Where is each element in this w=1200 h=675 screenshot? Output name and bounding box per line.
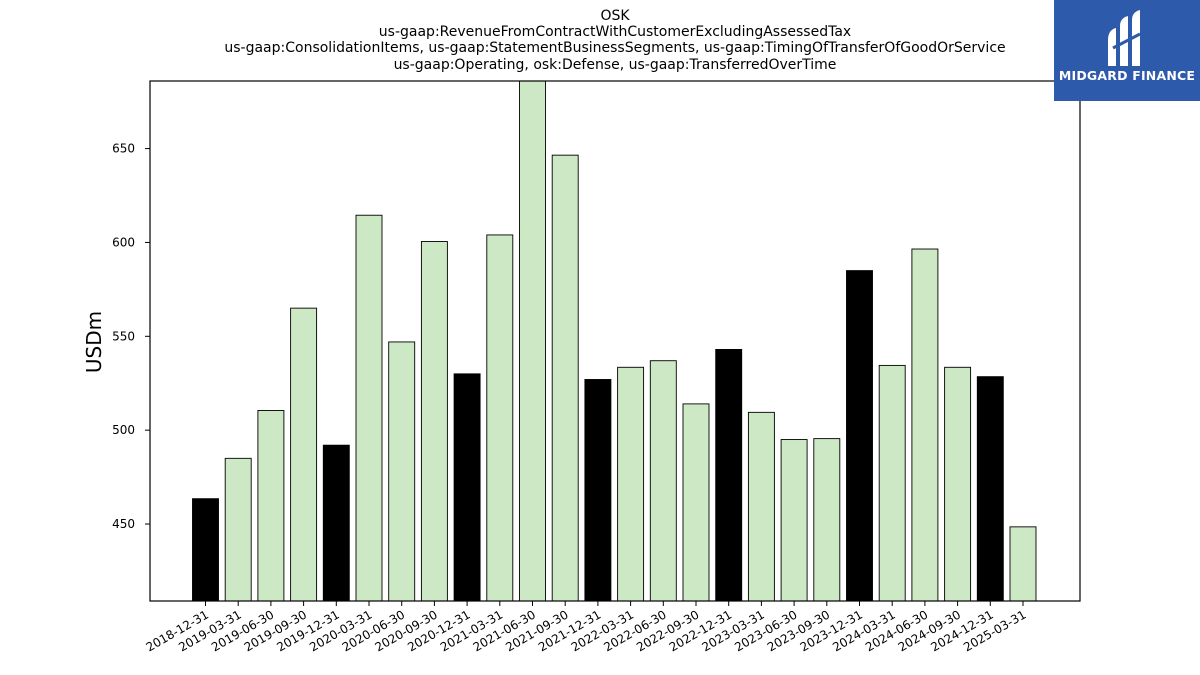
bar-2020-09-30 — [420, 241, 448, 601]
bar-2018-12-31 — [192, 498, 219, 601]
bar-2022-06-30 — [649, 360, 677, 601]
bar-2021-12-31 — [584, 379, 612, 601]
y-axis-label: USDm — [82, 311, 106, 373]
bar-2023-12-31 — [846, 270, 873, 601]
bar-2019-03-31 — [224, 457, 252, 601]
bar-2022-09-30 — [682, 403, 710, 601]
y-tick-label: 450 — [112, 517, 135, 531]
x-axis-ticks: 2018-12-312019-03-312019-06-302019-09-30… — [144, 601, 1029, 654]
bar-2020-12-31 — [453, 373, 481, 601]
bar-2019-09-30 — [290, 307, 318, 601]
chart-title-line-2: us-gaap:RevenueFromContractWithCustomerE… — [379, 24, 851, 40]
bar-2024-09-30 — [944, 366, 972, 601]
bar-2019-06-30 — [257, 410, 285, 601]
bar-2020-06-30 — [388, 341, 416, 601]
brand-logo: MIDGARD FINANCE — [1054, 0, 1200, 101]
bar-2024-03-31 — [878, 364, 906, 601]
bar-2024-06-30 — [911, 248, 939, 601]
bar-2020-03-31 — [355, 214, 383, 601]
bar-2023-09-30 — [813, 438, 841, 601]
bar-2021-09-30 — [551, 154, 579, 601]
chart-title-line-3: us-gaap:ConsolidationItems, us-gaap:Stat… — [224, 40, 1005, 56]
chart-title-line-4: us-gaap:Operating, osk:Defense, us-gaap:… — [394, 57, 837, 73]
bars — [192, 81, 1037, 601]
bar-2023-06-30 — [780, 439, 808, 601]
bar-2022-12-31 — [715, 348, 743, 601]
chart-title: OSK us-gaap:RevenueFromContractWithCusto… — [224, 8, 1005, 73]
logo-text: MIDGARD FINANCE — [1058, 68, 1196, 83]
y-tick-label: 550 — [112, 329, 135, 343]
plot-frame — [149, 80, 1081, 602]
chart-title-line-1: OSK — [600, 8, 630, 24]
bar-2023-03-31 — [747, 411, 775, 601]
bar-2022-03-31 — [617, 366, 645, 601]
y-tick-label: 650 — [112, 142, 135, 156]
bar-2025-03-31 — [1009, 526, 1037, 601]
bar-2019-12-31 — [322, 444, 350, 601]
bar-2021-06-30 — [519, 81, 546, 601]
y-axis-ticks: 450 500 550 600 650 — [112, 142, 150, 531]
y-tick-label: 600 — [112, 235, 135, 249]
logo-mark-icon — [1108, 10, 1141, 66]
bar-2024-12-31 — [976, 376, 1004, 601]
bar-2021-03-31 — [486, 234, 514, 601]
y-tick-label: 500 — [112, 423, 135, 437]
